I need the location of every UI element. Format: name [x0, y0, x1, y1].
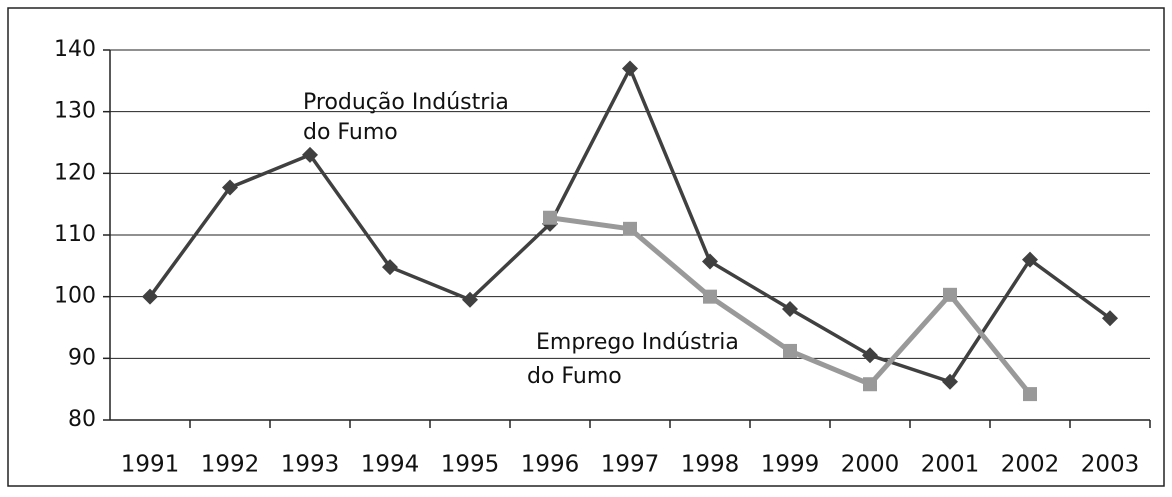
point-marker	[862, 347, 878, 364]
y-tick-label: 130	[54, 99, 96, 124]
x-tick-label: 2001	[921, 452, 980, 478]
y-tick-label: 140	[54, 37, 96, 62]
x-tick-label: 1997	[601, 452, 660, 478]
point-marker	[1023, 387, 1037, 402]
point-marker	[462, 291, 478, 308]
point-marker	[222, 179, 238, 196]
x-tick-label: 2002	[1001, 452, 1060, 478]
x-tick-label: 2000	[841, 452, 900, 478]
point-marker	[703, 289, 717, 304]
point-marker	[622, 60, 638, 77]
x-tick-label: 1994	[361, 452, 420, 478]
frame	[7, 7, 1165, 487]
x-tick-label: 1991	[121, 452, 180, 478]
y-tick-label: 80	[68, 407, 96, 432]
y-tick-label: 110	[54, 222, 96, 247]
point-marker	[943, 287, 957, 302]
x-tick-label: 1992	[201, 452, 260, 478]
x-tick-label: 1995	[441, 452, 500, 478]
x-tick-label: 1999	[761, 452, 820, 478]
point-marker	[863, 377, 877, 392]
y-tick-label: 120	[54, 160, 96, 185]
point-marker	[1022, 251, 1038, 268]
point-marker	[382, 259, 398, 276]
point-marker	[702, 253, 718, 270]
series-label: do Fumo	[527, 364, 622, 389]
point-marker	[942, 373, 958, 390]
x-tick-label: 1996	[521, 452, 580, 478]
y-tick-label: 100	[54, 284, 96, 309]
series-label: do Fumo	[303, 120, 398, 145]
series-label: Emprego Indústria	[536, 330, 739, 355]
point-marker	[783, 343, 797, 358]
series-label: Produção Indústria	[303, 90, 509, 115]
point-marker	[302, 146, 318, 163]
x-tick-label: 1993	[281, 452, 340, 478]
point-marker	[543, 210, 557, 225]
point-marker	[1102, 310, 1118, 327]
point-marker	[623, 221, 637, 236]
x-tick-label: 1998	[681, 452, 740, 478]
point-marker	[142, 288, 158, 305]
x-tick-label: 2003	[1081, 452, 1140, 478]
point-marker	[782, 301, 798, 317]
y-tick-label: 90	[68, 345, 96, 370]
